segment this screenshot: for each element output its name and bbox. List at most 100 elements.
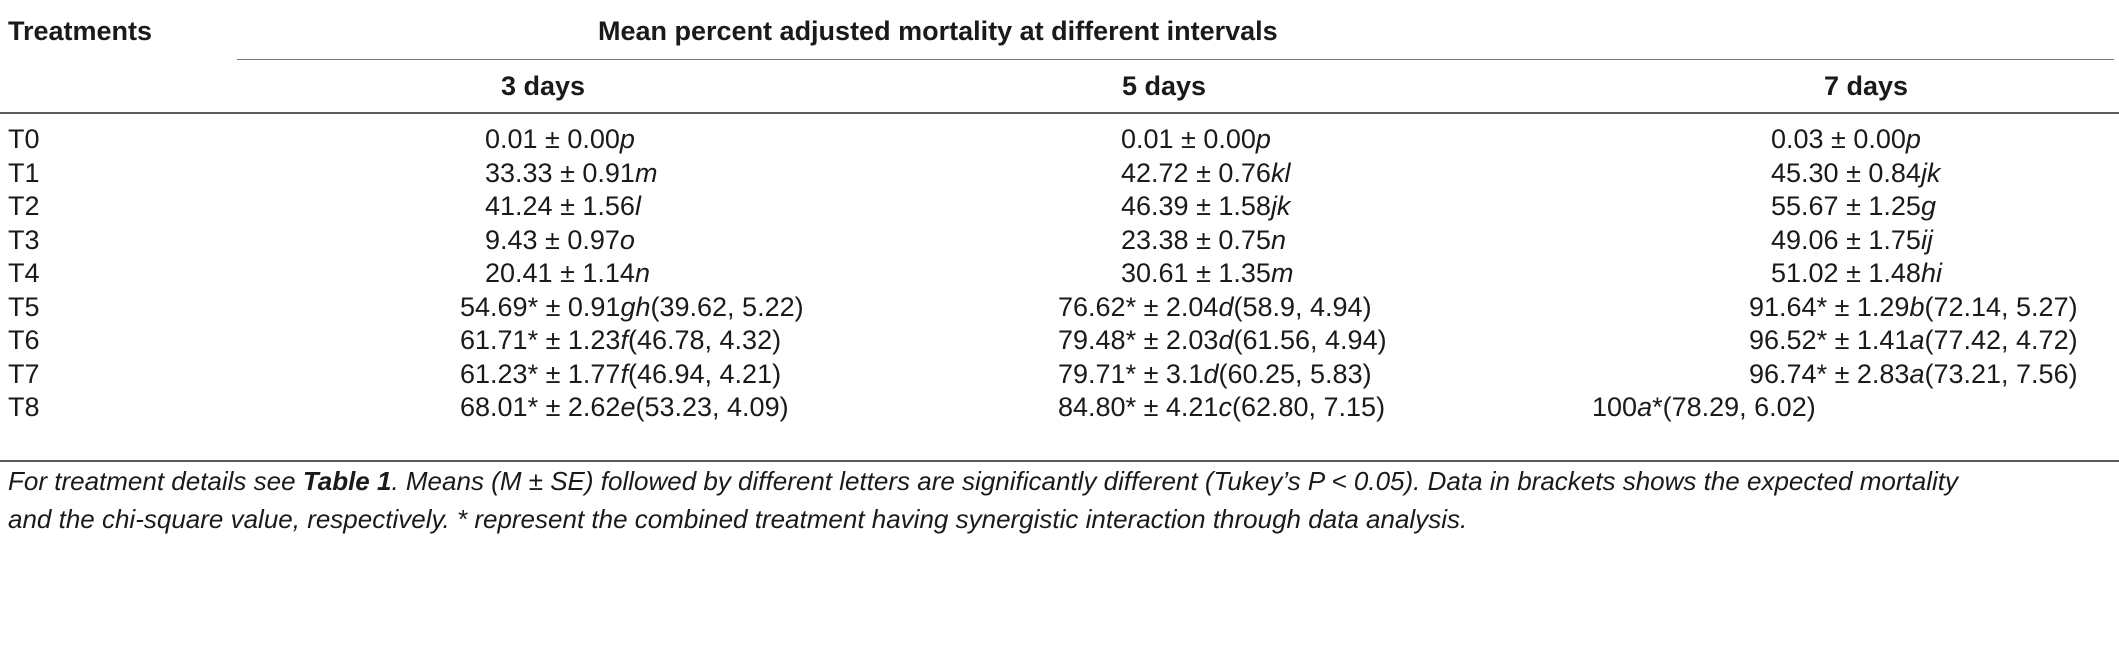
treatment-label: T4: [8, 258, 40, 288]
footnote-table-ref[interactable]: Table 1: [302, 466, 392, 496]
significance-letter: f: [620, 325, 628, 355]
treatment-label: T8: [8, 392, 40, 422]
table-cell: 91.64* ± 1.29b(72.14, 5.27): [1749, 289, 2078, 325]
footnote-text-1: For treatment details see: [8, 466, 303, 496]
cell-value: 0.01 ± 0.00: [1121, 124, 1256, 154]
treatment-label: T3: [8, 225, 40, 255]
significance-letter: jk: [1270, 191, 1291, 221]
cell-value: 49.06 ± 1.75: [1771, 225, 1921, 255]
table-cell: 54.69* ± 0.91gh(39.62, 5.22): [460, 289, 804, 325]
significance-letter: jk: [1920, 158, 1941, 188]
table-cell: 23.38 ± 0.75n: [1121, 222, 1286, 258]
expected-chi-square: (60.25, 5.83): [1218, 359, 1372, 389]
significance-letter: a: [1909, 325, 1925, 355]
significance-letter: p: [619, 124, 635, 154]
expected-chi-square: (77.42, 4.72): [1924, 325, 2078, 355]
table-cell: 55.67 ± 1.25g: [1771, 188, 1936, 224]
table-cell: 41.24 ± 1.56l: [485, 188, 641, 224]
significance-letter: m: [634, 158, 658, 188]
table-cell: 46.39 ± 1.58jk: [1121, 188, 1290, 224]
treatment-label: T6: [8, 325, 40, 355]
group-header-rule: [237, 59, 2114, 60]
table-cell: 79.71* ± 3.1d(60.25, 5.83): [1058, 356, 1372, 392]
expected-chi-square: (39.62, 5.22): [650, 292, 804, 322]
table-cell: 51.02 ± 1.48hi: [1771, 255, 1942, 291]
cell-value: 20.41 ± 1.14: [485, 258, 635, 288]
significance-letter: n: [634, 258, 650, 288]
treatment-label: T7: [8, 359, 40, 389]
expected-chi-square: (61.56, 4.94): [1233, 325, 1387, 355]
cell-value: 61.23* ± 1.77: [460, 359, 621, 389]
significance-letter: d: [1203, 359, 1219, 389]
cell-value: 91.64* ± 1.29: [1749, 292, 1910, 322]
significance-letter: ij: [1920, 225, 1933, 255]
table-cell: 76.62* ± 2.04d(58.9, 4.94): [1058, 289, 1372, 325]
table-cell: 0.03 ± 0.00p: [1771, 121, 1921, 157]
cell-value: 23.38 ± 0.75: [1121, 225, 1271, 255]
expected-chi-square: *(78.29, 6.02): [1652, 392, 1816, 422]
column-header-5-days: 5 days: [1122, 71, 1207, 101]
table-cell: 0.01 ± 0.00p: [1121, 121, 1271, 157]
table-cell: 100a*(78.29, 6.02): [1592, 389, 1816, 425]
treatment-label: T5: [8, 292, 40, 322]
significance-letter: gh: [620, 292, 651, 322]
significance-letter: p: [1905, 124, 1921, 154]
cell-value: 54.69* ± 0.91: [460, 292, 621, 322]
table-cell: 84.80* ± 4.21c(62.80, 7.15): [1058, 389, 1385, 425]
significance-letter: n: [1270, 225, 1286, 255]
cell-value: 96.52* ± 1.41: [1749, 325, 1910, 355]
cell-value: 100: [1592, 392, 1638, 422]
table-cell: 61.71* ± 1.23f(46.78, 4.32): [460, 322, 781, 358]
table-cell: 49.06 ± 1.75ij: [1771, 222, 1933, 258]
group-column-header: Mean percent adjusted mortality at diffe…: [598, 16, 1278, 46]
significance-letter: kl: [1270, 158, 1291, 188]
significance-letter: hi: [1920, 258, 1942, 288]
table-cell: 45.30 ± 0.84jk: [1771, 155, 1940, 191]
cell-value: 55.67 ± 1.25: [1771, 191, 1921, 221]
table-cell: 61.23* ± 1.77f(46.94, 4.21): [460, 356, 781, 392]
treatment-label: T1: [8, 158, 40, 188]
expected-chi-square: (73.21, 7.56): [1924, 359, 2078, 389]
cell-value: 42.72 ± 0.76: [1121, 158, 1271, 188]
column-header-7-days: 7 days: [1824, 71, 1909, 101]
cell-value: 79.71* ± 3.1: [1058, 359, 1204, 389]
cell-value: 46.39 ± 1.58: [1121, 191, 1271, 221]
significance-letter: f: [620, 359, 628, 389]
cell-value: 51.02 ± 1.48: [1771, 258, 1921, 288]
treatment-label: T0: [8, 124, 40, 154]
cell-value: 0.03 ± 0.00: [1771, 124, 1906, 154]
significance-letter: d: [1218, 292, 1234, 322]
treatment-label: T2: [8, 191, 40, 221]
significance-letter: d: [1218, 325, 1234, 355]
table-cell: 96.52* ± 1.41a(77.42, 4.72): [1749, 322, 2078, 358]
significance-letter: a: [1637, 392, 1653, 422]
table-footnote: For treatment details see Table 1. Means…: [8, 462, 2108, 538]
significance-letter: m: [1270, 258, 1294, 288]
significance-letter: o: [619, 225, 635, 255]
cell-value: 68.01* ± 2.62: [460, 392, 621, 422]
cell-value: 96.74* ± 2.83: [1749, 359, 1910, 389]
expected-chi-square: (53.23, 4.09): [635, 392, 789, 422]
table-bottom-rule: [0, 460, 2119, 462]
expected-chi-square: (46.78, 4.32): [627, 325, 782, 355]
footnote-text-2: . Means (M ± SE) followed by different l…: [391, 466, 1958, 496]
significance-letter: e: [620, 392, 636, 422]
significance-letter: p: [1255, 124, 1271, 154]
cell-value: 30.61 ± 1.35: [1121, 258, 1271, 288]
table-cell: 30.61 ± 1.35m: [1121, 255, 1293, 291]
significance-letter: b: [1909, 292, 1925, 322]
table-cell: 68.01* ± 2.62e(53.23, 4.09): [460, 389, 789, 425]
cell-value: 84.80* ± 4.21: [1058, 392, 1219, 422]
cell-value: 76.62* ± 2.04: [1058, 292, 1219, 322]
table-cell: 79.48* ± 2.03d(61.56, 4.94): [1058, 322, 1387, 358]
expected-chi-square: (72.14, 5.27): [1924, 292, 2078, 322]
expected-chi-square: (58.9, 4.94): [1233, 292, 1372, 322]
cell-value: 45.30 ± 0.84: [1771, 158, 1921, 188]
cell-value: 79.48* ± 2.03: [1058, 325, 1219, 355]
significance-letter: a: [1909, 359, 1925, 389]
table-cell: 0.01 ± 0.00p: [485, 121, 635, 157]
footnote-text-3: and the chi-square value, respectively. …: [8, 504, 1468, 534]
table-cell: 9.43 ± 0.97o: [485, 222, 635, 258]
significance-letter: c: [1218, 392, 1232, 422]
expected-chi-square: (62.80, 7.15): [1231, 392, 1386, 422]
